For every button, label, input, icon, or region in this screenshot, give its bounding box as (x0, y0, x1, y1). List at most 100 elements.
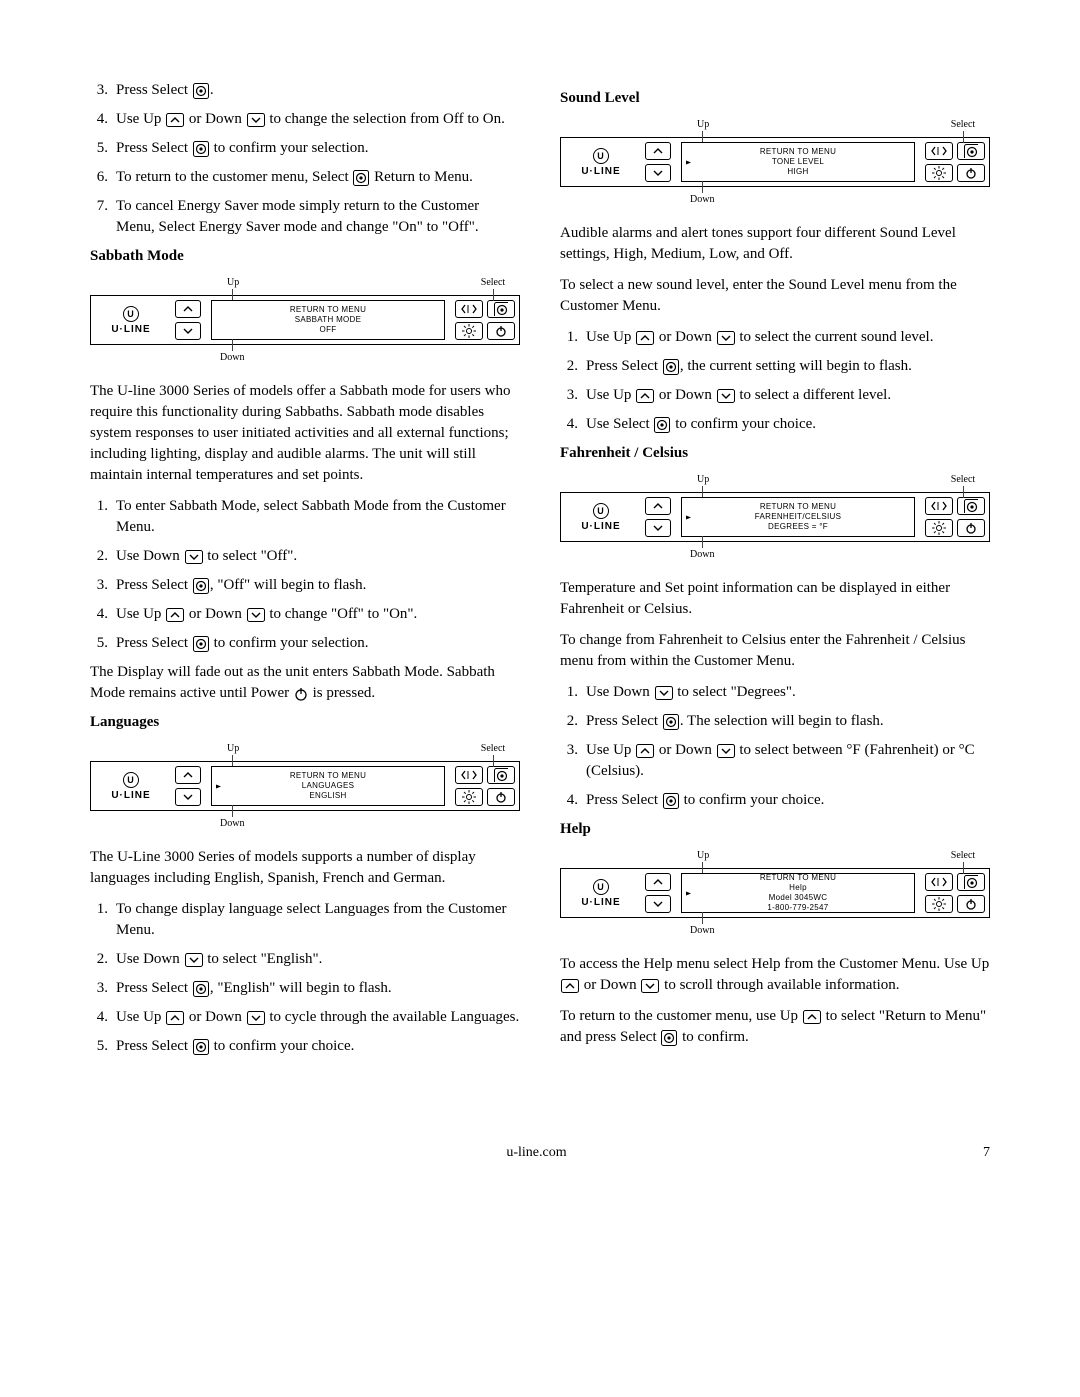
panel-label-select: Select (938, 119, 988, 130)
panel-right-buttons (921, 869, 989, 917)
panel-select-button[interactable] (957, 142, 985, 160)
panel-tick-down (232, 339, 233, 351)
panel-tick-select (493, 289, 494, 301)
panel-light-button[interactable] (455, 788, 483, 806)
panel-right-buttons (451, 296, 519, 344)
panel-tick-down (702, 536, 703, 548)
brand-text: U·LINE (111, 790, 150, 801)
list-item-number: 1. (90, 496, 108, 538)
panel-brand: U U·LINE (561, 138, 641, 186)
select-icon (494, 768, 508, 782)
down-icon (185, 550, 203, 564)
languages-list: 1.To change display language select Lang… (90, 899, 520, 1057)
panel-down-button[interactable] (645, 164, 671, 182)
panel-power-button[interactable] (487, 788, 515, 806)
list-item-number: 6. (90, 167, 108, 188)
help-heading: Help (560, 821, 990, 838)
panel-light-button[interactable] (925, 164, 953, 182)
panel-light-button[interactable] (925, 519, 953, 537)
brand-text: U·LINE (581, 166, 620, 177)
panel-select-button[interactable] (487, 766, 515, 784)
list-item: 4.Use Select to confirm your choice. (560, 414, 990, 435)
brand-logo-icon: U (123, 772, 139, 788)
panel-leftright-button[interactable] (925, 873, 953, 891)
list-item: 3.Use Up or Down to select between °F (F… (560, 740, 990, 782)
panel-select-button[interactable] (957, 873, 985, 891)
two-column-layout: 3.Press Select .4.Use Up or Down to chan… (90, 80, 990, 1065)
list-item-text: Use Up or Down to select the current sou… (586, 327, 933, 348)
brand-logo-icon: U (593, 148, 609, 164)
panel-light-button[interactable] (925, 895, 953, 913)
up-icon (561, 979, 579, 993)
panel-screen-line: LANGUAGES (302, 781, 355, 791)
panel-down-button[interactable] (645, 895, 671, 913)
panel-screen-line: RETURN TO MENU (290, 771, 366, 781)
list-item-number: 3. (560, 740, 578, 782)
panel-power-button[interactable] (957, 895, 985, 913)
panel-right-indicator-icon (685, 889, 693, 898)
brand-logo-icon: U (593, 503, 609, 519)
panel-down-button[interactable] (175, 322, 201, 340)
panel-up-button[interactable] (645, 873, 671, 891)
list-item: 2.Press Select , the current setting wil… (560, 356, 990, 377)
select-icon (193, 83, 209, 99)
help-panel-wrap: Up Select U U·LINE RETURN TO MENUHelpMod… (560, 846, 990, 940)
panel-power-button[interactable] (957, 519, 985, 537)
panel-right-buttons (921, 493, 989, 541)
select-icon (964, 875, 978, 889)
panel-up-button[interactable] (175, 766, 201, 784)
panel-screen: RETURN TO MENUFARENHEIT/CELSIUSDEGREES =… (681, 497, 915, 537)
panel-screen: RETURN TO MENUHelpModel 3045WC1-800-779-… (681, 873, 915, 913)
list-item: 6.To return to the customer menu, Select… (90, 167, 520, 188)
down-icon (247, 608, 265, 622)
panel-up-button[interactable] (645, 142, 671, 160)
panel-leftright-button[interactable] (925, 497, 953, 515)
sabbath-para1: The U-line 3000 Series of models offer a… (90, 381, 520, 486)
panel-select-button[interactable] (487, 300, 515, 318)
brand-text: U·LINE (111, 324, 150, 335)
select-icon (193, 141, 209, 157)
list-item: 1.To change display language select Lang… (90, 899, 520, 941)
panel-label-select: Select (468, 743, 518, 754)
sound-panel-wrap: Up Select U U·LINE RETURN TO MENUTONE LE… (560, 115, 990, 209)
panel-screen-line: HIGH (787, 167, 808, 177)
panel-tick-down (702, 181, 703, 193)
panel-down-button[interactable] (645, 519, 671, 537)
panel-screen-line: RETURN TO MENU (760, 873, 836, 883)
list-item: 3.Press Select , "Off" will begin to fla… (90, 575, 520, 596)
list-item-text: Use Up or Down to cycle through the avai… (116, 1007, 519, 1028)
panel-screen-line: RETURN TO MENU (290, 305, 366, 315)
select-icon (663, 359, 679, 375)
panel-down-button[interactable] (175, 788, 201, 806)
list-item-number: 7. (90, 196, 108, 238)
sabbath-list: 1.To enter Sabbath Mode, select Sabbath … (90, 496, 520, 654)
panel-light-button[interactable] (455, 322, 483, 340)
panel-screen: RETURN TO MENUTONE LEVELHIGH (681, 142, 915, 182)
panel-brand: U U·LINE (561, 869, 641, 917)
panel-power-button[interactable] (957, 164, 985, 182)
panel-updown-group (171, 296, 205, 344)
panel-leftright-button[interactable] (455, 766, 483, 784)
control-panel: U U·LINE RETURN TO MENULANGUAGESENGLISH (90, 761, 520, 811)
panel-leftright-button[interactable] (455, 300, 483, 318)
panel-brand: U U·LINE (91, 296, 171, 344)
panel-label-up: Up (697, 850, 709, 861)
list-item-number: 1. (90, 899, 108, 941)
list-item: 5.Press Select to confirm your selection… (90, 633, 520, 654)
down-icon (655, 686, 673, 700)
panel-power-button[interactable] (487, 322, 515, 340)
page-footer: u-line.com 7 (90, 1145, 990, 1161)
brand-text: U·LINE (581, 521, 620, 532)
panel-leftright-button[interactable] (925, 142, 953, 160)
sabbath-heading: Sabbath Mode (90, 248, 520, 265)
panel-screen: RETURN TO MENULANGUAGESENGLISH (211, 766, 445, 806)
panel-up-button[interactable] (645, 497, 671, 515)
panel-screen-line: TONE LEVEL (772, 157, 824, 167)
list-item-text: Use Down to select "Degrees". (586, 682, 796, 703)
list-item-number: 1. (560, 682, 578, 703)
right-column: Sound Level Up Select U U·LINE RETURN TO… (560, 80, 990, 1065)
panel-screen-line: DEGREES = °F (768, 522, 828, 532)
panel-select-button[interactable] (957, 497, 985, 515)
panel-up-button[interactable] (175, 300, 201, 318)
down-icon (247, 113, 265, 127)
